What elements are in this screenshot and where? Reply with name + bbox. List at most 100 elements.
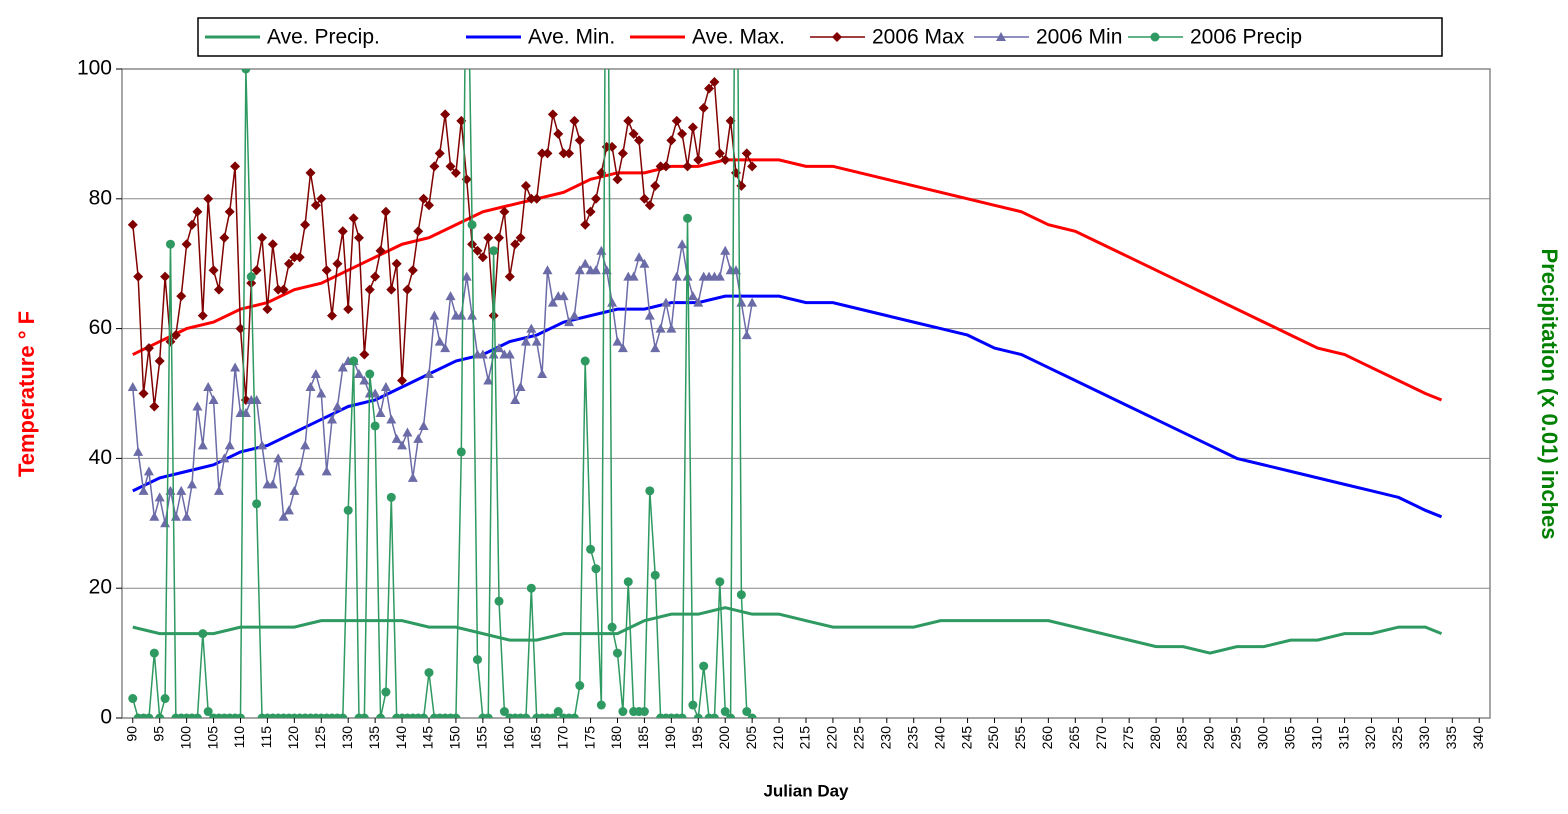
triangle-marker	[423, 369, 434, 379]
diamond-marker	[219, 232, 230, 243]
x-tick-label: 165	[527, 726, 543, 750]
circle-marker	[472, 655, 482, 665]
y-axis-title: Temperature ° F	[14, 311, 39, 477]
x-tick-label: 265	[1066, 726, 1082, 750]
diamond-marker	[332, 258, 343, 269]
x-tick-label: 125	[312, 726, 328, 750]
diamond-marker	[143, 343, 154, 354]
circle-marker	[370, 421, 380, 431]
diamond-marker	[504, 271, 515, 282]
triangle-marker	[397, 440, 408, 450]
circle-marker	[709, 713, 719, 718]
triangle-marker	[488, 349, 499, 359]
diamond-marker	[197, 310, 208, 321]
diamond-marker	[499, 206, 510, 217]
circle-marker	[494, 596, 504, 606]
triangle-marker	[300, 440, 311, 450]
triangle-marker	[644, 310, 655, 320]
circle-marker	[683, 213, 693, 223]
diamond-marker	[639, 193, 650, 204]
triangle-marker	[526, 323, 537, 333]
diamond-marker	[224, 206, 235, 217]
x-tick-label: 255	[1012, 726, 1028, 750]
legend-label: Ave. Max.	[692, 26, 785, 49]
x-tick-label: 285	[1174, 726, 1190, 750]
circle-marker	[650, 570, 660, 580]
circle-marker	[623, 577, 633, 587]
x-tick-label: 120	[285, 726, 301, 750]
circle-marker	[569, 713, 579, 718]
diamond-marker	[634, 135, 645, 146]
circle-marker	[456, 447, 466, 457]
triangle-marker	[127, 382, 138, 392]
circle-marker	[618, 707, 628, 717]
x-tick-label: 115	[258, 726, 274, 749]
diamond-marker	[359, 349, 370, 360]
y-tick-label: 0	[100, 706, 112, 729]
x-tick-label: 175	[581, 726, 597, 750]
circle-marker	[693, 713, 703, 718]
circle-marker	[747, 713, 757, 718]
triangle-marker	[687, 291, 698, 301]
triangle-marker	[278, 511, 289, 521]
legend-label: Ave. Precip.	[267, 26, 380, 49]
x-tick-label: 290	[1201, 726, 1217, 750]
diamond-marker	[397, 375, 408, 386]
diamond-marker	[305, 167, 316, 178]
circle-marker	[343, 505, 353, 515]
diamond-marker	[353, 232, 364, 243]
x-tick-label: 295	[1228, 726, 1244, 750]
triangle-marker	[531, 336, 542, 346]
circle-marker	[483, 713, 493, 718]
triangle-marker	[402, 427, 413, 437]
triangle-marker	[407, 472, 418, 482]
triangle-marker	[461, 271, 472, 281]
diamond-marker	[127, 219, 138, 230]
circle-marker	[144, 713, 154, 718]
triangle-marker	[316, 388, 327, 398]
triangle-marker	[294, 466, 305, 476]
circle-marker	[128, 694, 138, 704]
triangle-marker	[289, 485, 300, 495]
x-tick-label: 210	[770, 726, 786, 750]
circle-marker	[451, 713, 461, 718]
diamond-marker	[569, 115, 580, 126]
y-tick-label: 100	[77, 57, 112, 80]
triangle-marker	[456, 310, 467, 320]
diamond-marker	[628, 128, 639, 139]
circle-marker	[736, 590, 746, 600]
diamond-marker	[477, 252, 488, 263]
legend-marker	[996, 32, 1006, 41]
diamond-marker	[348, 213, 359, 224]
diamond-marker	[343, 304, 354, 315]
circle-marker	[192, 713, 202, 718]
diamond-marker	[165, 336, 176, 347]
triangle-marker	[305, 382, 316, 392]
diamond-marker	[149, 401, 160, 412]
triangle-marker	[413, 433, 424, 443]
diamond-marker	[709, 76, 720, 87]
triangle-marker	[677, 239, 688, 249]
diamond-marker	[386, 284, 397, 295]
diamond-marker	[133, 271, 144, 282]
diamond-marker	[585, 206, 596, 217]
triangle-marker	[660, 297, 671, 307]
triangle-marker	[547, 297, 558, 307]
legend-label: 2006 Min	[1036, 26, 1122, 49]
circle-marker	[386, 492, 396, 502]
x-tick-label: 270	[1093, 726, 1109, 750]
triangle-marker	[203, 382, 214, 392]
triangle-marker	[483, 375, 494, 385]
triangle-marker	[224, 440, 235, 450]
circle-marker	[365, 369, 375, 379]
x-tick-label: 190	[662, 726, 678, 750]
triangle-marker	[542, 265, 553, 275]
x-tick-label: 325	[1389, 726, 1405, 750]
circle-marker	[165, 239, 175, 249]
triangle-marker	[747, 297, 758, 307]
x-tick-label: 320	[1362, 726, 1378, 750]
triangle-marker	[617, 343, 628, 353]
circle-marker	[580, 356, 590, 366]
triangle-marker	[693, 297, 704, 307]
diamond-marker	[623, 115, 634, 126]
